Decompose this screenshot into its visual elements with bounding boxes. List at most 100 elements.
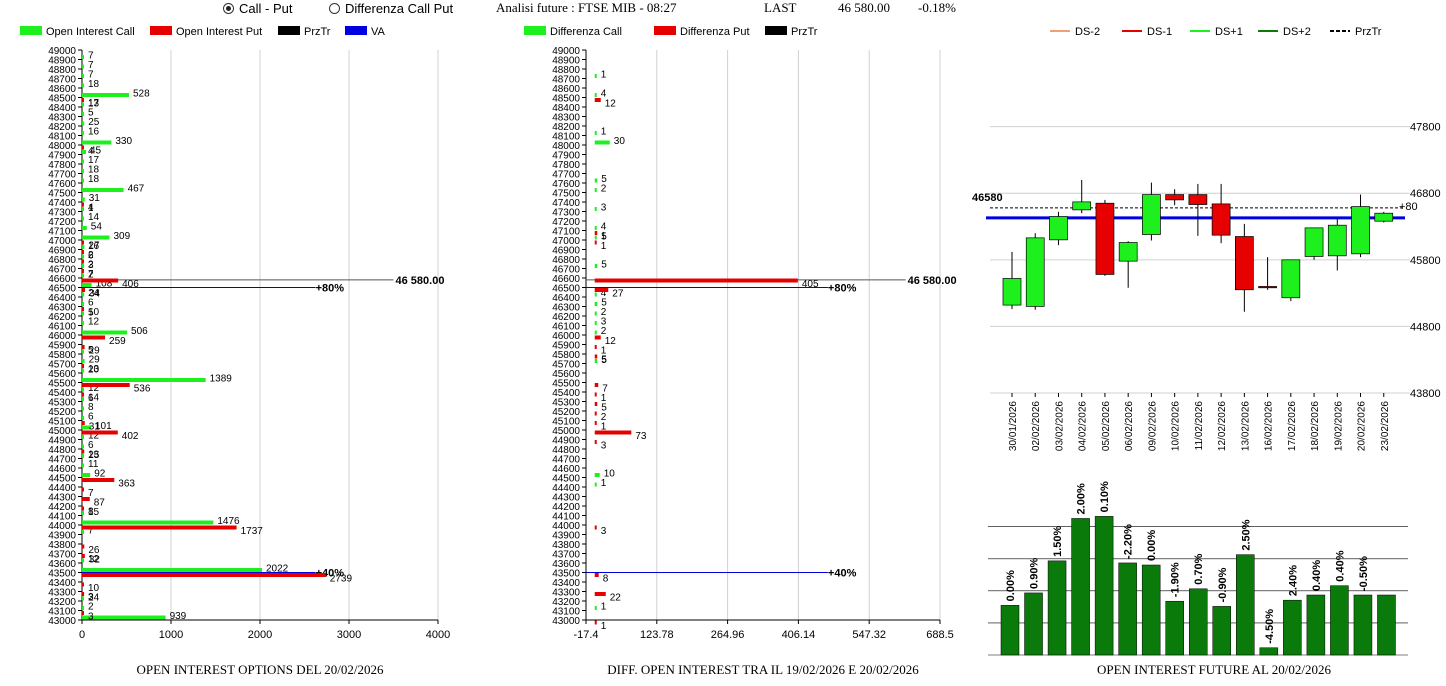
oi-options-call-value-label: 12 [88,431,100,442]
oi-options-call-bar [82,444,84,449]
diff-oi-call-bar [594,302,598,306]
oi-options-put-value-label: 5 [88,308,94,319]
oi-options-y-tick-label: 45300 [48,398,76,409]
future-candles-candle [1235,236,1254,291]
oi-options-put-value-label: 4 [88,146,94,157]
diff-oi-put-bar [594,392,597,397]
diff-oi-put-bar [594,430,632,435]
diff-oi-put-bar [594,231,598,235]
oi-options-call-bar [82,311,84,316]
oi-future-bar [1141,564,1161,656]
oi-options-y-tick-label: 47000 [48,236,76,247]
oi-options-call-value-label: 528 [133,89,150,100]
diff-oi-va-upper-label: +80% [828,283,857,295]
oi-options-put-bar [82,240,84,245]
diff-oi-y-tick-label: 47900 [552,151,580,162]
oi-options-call-value-label: 108 [96,279,113,290]
future-candles-date-label: 17/02/2026 [1287,401,1298,451]
oi-options-y-tick-label: 44400 [48,483,76,494]
oi-options-call-bar [82,368,84,373]
oi-options-call-value-label: 12 [88,317,100,328]
oi-future-value-label: 1.50% [1052,525,1064,556]
diff-oi-put-value-label: 73 [635,431,647,442]
oi-options-put-value-label: 29 [89,346,101,357]
diff-oi-y-tick-label: 48600 [552,84,580,95]
radio-diff-call-put-label: Differenza Call Put [345,1,454,16]
oi-options-put-bar [82,259,84,264]
oi-options-call-bar [82,216,84,221]
future-candles-candle [1165,194,1184,201]
oi-options-call-bar [82,425,91,430]
diff-oi-y-tick-label: 44300 [552,493,580,504]
diff-oi-y-tick-label: 43500 [552,569,580,580]
radio-call-put-dot[interactable] [223,3,234,14]
oi-options-call-value-label: 8 [88,507,94,518]
oi-options-call-value-label: 467 [128,184,145,195]
diff-oi-x-tick-label: 123.78 [640,629,674,641]
oi-future-title: OPEN INTEREST FUTURE AL 20/02/2026 [1097,662,1332,677]
diff-oi-y-tick-label: 48400 [552,103,580,114]
radio-diff-call-put-dot[interactable] [329,3,340,14]
diff-oi-title: DIFF. OPEN INTEREST TRA IL 19/02/2026 E … [607,662,919,677]
oi-options-put-value-label: 16 [88,241,100,252]
oi-future-bar [1165,600,1184,656]
oi-future-value-label: -4.50% [1264,609,1276,644]
oi-options-y-tick-label: 47800 [48,160,76,171]
diff-oi-y-tick-label: 46200 [552,312,580,323]
diff-oi-put-bar [594,383,599,387]
oi-options-x-tick-label: 4000 [426,629,450,641]
oi-options-call-bar [82,235,110,240]
diff-oi-call-value-label: 1 [601,602,607,613]
oi-options-call-bar [82,283,92,287]
oi-options-y-tick-label: 46600 [48,274,76,285]
future-candles-legend-label: DS-2 [1075,26,1100,38]
oi-future-bar [1118,562,1137,656]
future-candles-date-label: 23/02/2026 [1380,401,1391,451]
diff-oi-call-value-label: 4 [601,222,607,233]
diff-oi-y-tick-label: 44000 [552,521,580,532]
oi-options-call-value-label: 2022 [266,564,289,575]
oi-options-call-bar [82,264,84,268]
oi-options-legend-swatch [278,26,300,35]
oi-options-put-value-label: 26 [88,545,100,556]
future-candles-date-label: 05/02/2026 [1101,401,1112,451]
oi-future-bar [1236,554,1255,656]
oi-future-value-label: -0.50% [1358,556,1370,591]
diff-oi-call-bar [594,235,597,240]
oi-options-call-value-label: 1476 [217,516,240,527]
future-candles-legend-label: DS+2 [1283,26,1311,38]
oi-options-y-tick-label: 44300 [48,493,76,504]
diff-oi-y-tick-label: 44600 [552,464,580,475]
future-candles-legend-label: DS-1 [1147,26,1172,38]
oi-options-call-value-label: 10 [88,307,100,318]
oi-options-y-tick-label: 45600 [48,369,76,380]
oi-options-call-value-label: 7 [88,526,94,537]
diff-oi-put-bar [594,278,798,283]
oi-options-y-tick-label: 49000 [48,46,76,57]
oi-options-call-bar [82,520,214,525]
oi-options-y-tick-label: 44900 [48,436,76,447]
oi-options-call-bar [82,245,85,249]
future-candles-candle [1281,259,1301,299]
future-candles-prztr-delta: +80 [1399,201,1418,213]
oi-options-call-value-label: 506 [131,326,148,337]
oi-options-x-tick-label: 0 [79,629,85,641]
future-candles-date-label: 11/02/2026 [1194,401,1205,451]
oi-options-legend-swatch [150,26,172,35]
diff-oi-put-value-label: 5 [601,355,607,366]
radio-diff-call-put[interactable]: Differenza Call Put [329,1,453,16]
diff-oi-y-tick-label: 43700 [552,550,580,561]
oi-options-call-value-label: 7 [88,70,94,81]
oi-options-y-tick-label: 47700 [48,170,76,181]
diff-oi-legend-label: Differenza Put [680,26,750,38]
diff-oi-call-bar [594,140,610,145]
radio-call-put[interactable]: Call - Put [223,1,292,16]
oi-future-bar [1024,592,1043,656]
oi-options-put-value-label: 34 [89,289,101,300]
oi-future-bar [1047,560,1067,656]
diff-oi-call-bar [594,606,597,610]
oi-options-y-tick-label: 44600 [48,464,76,475]
oi-options-call-value-label: 330 [115,136,132,147]
diff-oi-y-tick-label: 43200 [552,597,580,608]
future-candles-candle [1118,242,1138,262]
